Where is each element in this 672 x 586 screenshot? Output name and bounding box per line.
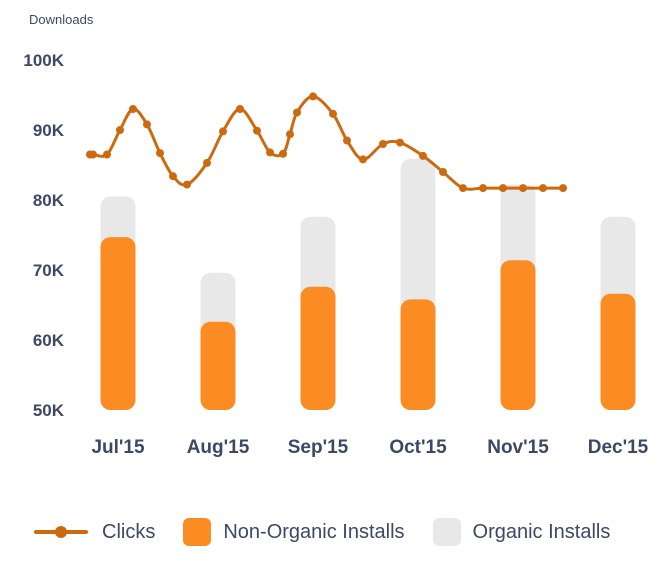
clicks-point[interactable] xyxy=(219,127,227,136)
chart-title: Downloads xyxy=(29,12,94,27)
clicks-swatch-dot xyxy=(55,526,67,538)
clicks-point[interactable] xyxy=(203,158,211,167)
legend-item-clicks[interactable]: Clicks xyxy=(34,521,155,544)
non-organic-installs-bar[interactable] xyxy=(200,321,236,410)
clicks-point[interactable] xyxy=(379,140,387,148)
legend-clicks-label: Clicks xyxy=(102,520,156,543)
legend-organic-label: Organic Installs xyxy=(472,520,611,543)
clicks-point[interactable] xyxy=(309,92,317,101)
x-tick-label: Sep'15 xyxy=(288,437,349,458)
clicks-point[interactable] xyxy=(279,149,287,158)
clicks-point[interactable] xyxy=(359,155,367,164)
y-tick-label: 90K xyxy=(33,121,65,140)
clicks-point[interactable] xyxy=(293,108,301,117)
clicks-point[interactable] xyxy=(343,136,351,145)
organic-swatch xyxy=(432,518,461,546)
clicks-point[interactable] xyxy=(183,180,191,189)
y-tick-label: 70K xyxy=(33,261,65,280)
clicks-point[interactable] xyxy=(329,109,337,118)
non-organic-installs-bar[interactable] xyxy=(100,237,136,410)
x-tick-label: Dec'15 xyxy=(588,437,649,458)
clicks-line xyxy=(90,94,563,191)
x-tick-label: Oct'15 xyxy=(389,437,447,458)
clicks-point[interactable] xyxy=(253,126,261,135)
clicks-point[interactable] xyxy=(116,126,124,134)
clicks-point[interactable] xyxy=(439,168,447,176)
clicks-point[interactable] xyxy=(143,120,151,129)
clicks-point[interactable] xyxy=(539,184,547,193)
downloads-chart: Downloads 50K 60K 70K 80K 90K 100K Jul'15 Aug'… xyxy=(23,12,648,458)
clicks-line-group xyxy=(86,92,567,193)
x-tick-label: Nov'15 xyxy=(487,437,549,458)
y-tick-label: 100K xyxy=(23,51,64,70)
clicks-point[interactable] xyxy=(499,184,507,193)
clicks-point[interactable] xyxy=(129,105,137,113)
clicks-point[interactable] xyxy=(559,184,567,193)
clicks-point[interactable] xyxy=(459,184,467,193)
y-tick-label: 80K xyxy=(33,191,65,210)
clicks-point[interactable] xyxy=(156,149,164,158)
y-axis: 50K 60K 70K 80K 90K 100K xyxy=(23,51,64,420)
clicks-point[interactable] xyxy=(266,148,274,157)
x-axis: Jul'15 Aug'15 Sep'15 Oct'15 Nov'15 Dec'15 xyxy=(91,437,648,458)
clicks-point[interactable] xyxy=(103,150,111,159)
non-organic-installs-bar[interactable] xyxy=(500,260,536,410)
non-organic-swatch xyxy=(183,518,212,546)
legend: Clicks Non-Organic Installs Organic Inst… xyxy=(34,518,638,546)
bars-group xyxy=(100,158,636,410)
non-organic-installs-bar[interactable] xyxy=(400,299,436,410)
legend-non-organic-label: Non-Organic Installs xyxy=(223,520,405,543)
clicks-point[interactable] xyxy=(169,172,177,181)
non-organic-installs-bar[interactable] xyxy=(300,286,336,410)
non-organic-installs-bar[interactable] xyxy=(600,293,636,410)
clicks-swatch xyxy=(34,522,88,542)
clicks-point[interactable] xyxy=(89,150,97,159)
y-tick-label: 60K xyxy=(33,331,65,350)
x-tick-label: Jul'15 xyxy=(91,437,145,458)
clicks-point[interactable] xyxy=(236,105,244,113)
clicks-point[interactable] xyxy=(396,138,404,147)
clicks-point[interactable] xyxy=(519,184,527,193)
clicks-point[interactable] xyxy=(419,151,427,160)
clicks-point[interactable] xyxy=(286,130,294,139)
legend-item-non-organic[interactable]: Non-Organic Installs xyxy=(183,518,405,546)
legend-item-organic[interactable]: Organic Installs xyxy=(432,518,611,546)
clicks-point[interactable] xyxy=(479,184,487,193)
y-tick-label: 50K xyxy=(33,401,65,420)
x-tick-label: Aug'15 xyxy=(187,437,250,458)
